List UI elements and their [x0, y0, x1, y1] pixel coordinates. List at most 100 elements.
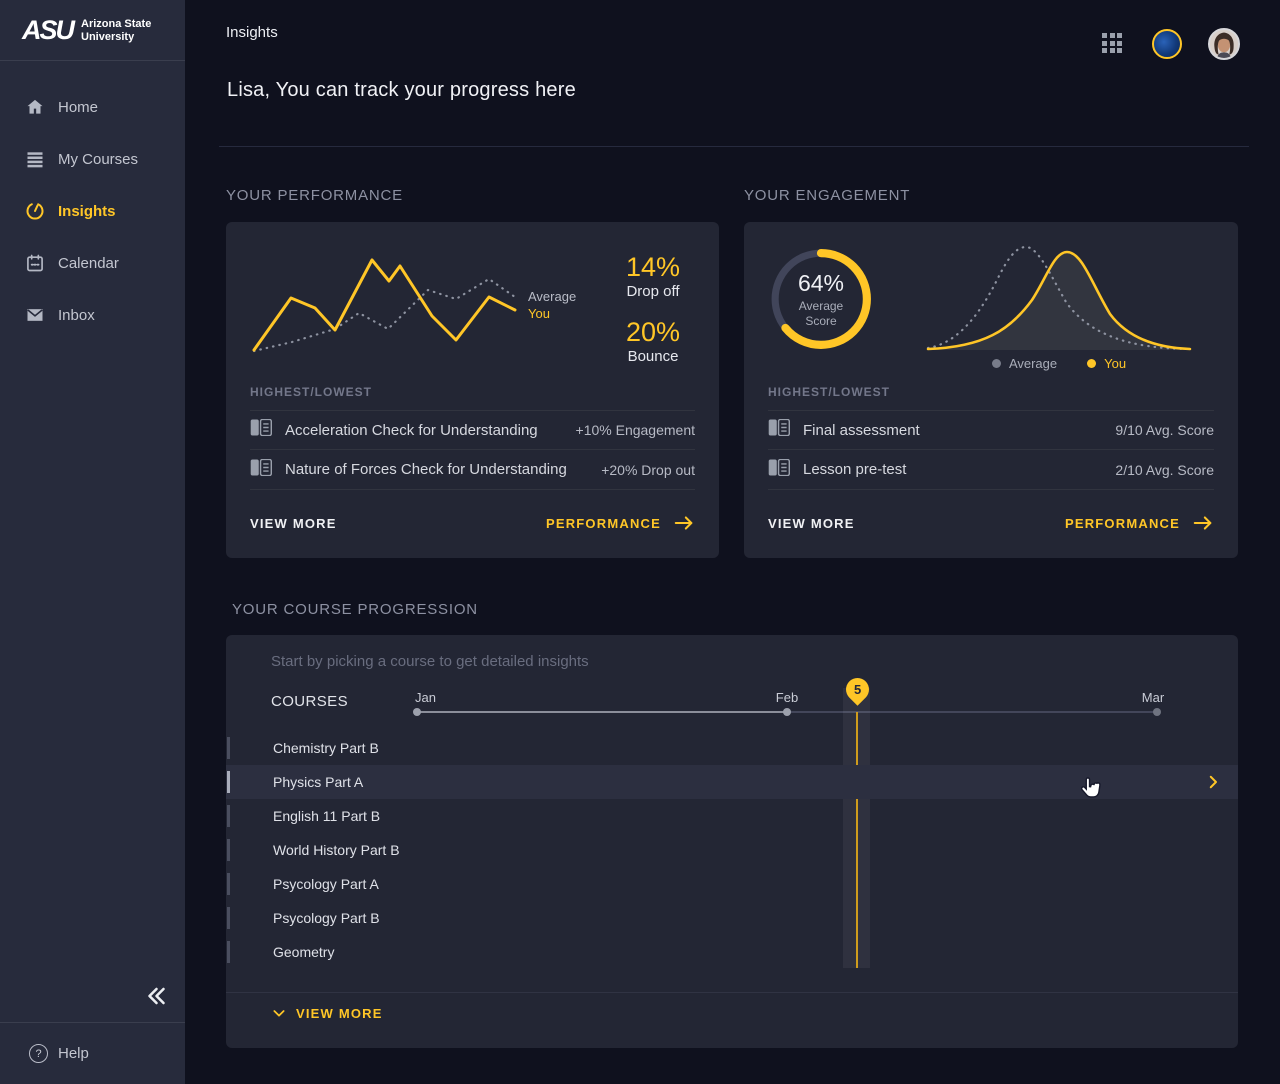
insights-gauge-icon [25, 201, 45, 221]
sidebar-item-calendar[interactable]: Calendar [0, 237, 185, 289]
highest-lowest-label: HIGHEST/LOWEST [250, 385, 372, 399]
course-row-geometry[interactable]: Geometry [226, 935, 1238, 969]
legend-you: You [1087, 356, 1126, 371]
sidebar-item-insights[interactable]: Insights [0, 185, 185, 237]
average-score-label: Average Score [798, 298, 844, 328]
arrow-right-icon [674, 516, 693, 530]
courses-column-label: COURSES [271, 693, 348, 710]
table-row[interactable]: Acceleration Check for Understanding +10… [250, 410, 695, 450]
table-row[interactable]: Final assessment 9/10 Avg. Score [768, 410, 1214, 450]
you-line-label: You [528, 306, 550, 321]
user-avatar[interactable] [1208, 28, 1240, 60]
engagement-section-title: YOUR ENGAGEMENT [744, 187, 911, 204]
curve-legend: Average You [922, 356, 1196, 371]
donut-chart [771, 249, 871, 349]
you-curve [926, 250, 1192, 351]
assessment-doc-icon [768, 418, 792, 441]
course-row-chemistry-part-b[interactable]: Chemistry Part B [226, 731, 1238, 765]
calendar-icon [25, 253, 45, 273]
assessment-metric: 2/10 Avg. Score [1115, 461, 1214, 478]
performance-stats: 14% Drop off 20% Bounce [607, 252, 699, 367]
course-list: Chemistry Part B Physics Part A English … [226, 731, 1238, 969]
sidebar-item-inbox[interactable]: Inbox [0, 289, 185, 341]
date-marker-line [856, 712, 858, 968]
timeline-dot-mar [1153, 708, 1161, 716]
row-tick [227, 941, 230, 963]
assessment-metric: +20% Drop out [601, 461, 695, 478]
timeline-dot-jan [413, 708, 421, 716]
legend-average: Average [991, 356, 1057, 371]
donut-center-text: 64% Average Score [768, 246, 874, 352]
home-icon [25, 97, 45, 117]
engagement-bell-curve-chart [926, 245, 1192, 351]
row-tick [227, 737, 230, 759]
row-tick [227, 805, 230, 827]
view-more-button[interactable]: VIEW MORE [768, 515, 855, 531]
asu-logo: ASU Arizona State University [0, 0, 185, 61]
sidebar-nav: Home My Courses Insights Calendar Inbox [0, 81, 185, 341]
highest-lowest-label: HIGHEST/LOWEST [768, 385, 890, 399]
average-score-donut: 64% Average Score [768, 246, 874, 352]
help-button[interactable]: ? Help [0, 1022, 185, 1084]
assessment-name: Nature of Forces Check for Understanding [285, 461, 567, 478]
row-tick [227, 771, 230, 793]
you-line [252, 258, 517, 352]
app-grid-icon[interactable] [1102, 33, 1124, 55]
page-title: Insights [226, 24, 278, 41]
help-icon: ? [29, 1044, 48, 1063]
timeline-month-jan: Jan [415, 690, 436, 705]
chevron-right-icon[interactable] [1204, 773, 1222, 796]
row-tick [227, 907, 230, 929]
bounce-label: Bounce [627, 348, 679, 365]
engagement-card-footer: VIEW MORE PERFORMANCE [768, 512, 1214, 534]
header-divider [219, 146, 1249, 147]
view-more-button[interactable]: VIEW MORE [250, 515, 337, 531]
sidebar: ASU Arizona State University Home My Cou… [0, 0, 185, 1084]
engagement-highlights-table: Final assessment 9/10 Avg. Score Lesson … [768, 410, 1214, 490]
progression-footer-divider [226, 992, 1238, 993]
performance-action-button[interactable]: PERFORMANCE [1065, 512, 1214, 534]
drop-off-value: 14% [625, 252, 681, 282]
greeting-text: Lisa, You can track your progress here [227, 79, 576, 101]
you-curve-fill [928, 252, 1190, 350]
course-row-english-11-part-b[interactable]: English 11 Part B [226, 799, 1238, 833]
performance-action-button[interactable]: PERFORMANCE [546, 512, 695, 534]
performance-card-footer: VIEW MORE PERFORMANCE [250, 512, 695, 534]
assessment-metric: +10% Engagement [575, 422, 695, 438]
course-row-psycology-part-b[interactable]: Psycology Part B [226, 901, 1238, 935]
timeline-dot-feb [783, 708, 791, 716]
donut-progress-arc [771, 249, 871, 349]
progression-hint: Start by picking a course to get detaile… [271, 653, 589, 670]
courses-icon [25, 149, 45, 169]
avatar-image [1210, 30, 1238, 58]
course-row-world-history-part-b[interactable]: World History Part B [226, 833, 1238, 867]
assessment-metric: 9/10 Avg. Score [1115, 422, 1214, 438]
timeline-month-feb: Feb [775, 690, 799, 705]
timeline-segment-jan-feb [417, 711, 787, 713]
assessment-name: Acceleration Check for Understanding [285, 421, 538, 439]
sidebar-item-home[interactable]: Home [0, 81, 185, 133]
double-chevron-left-icon [148, 987, 165, 1005]
sidebar-collapse-button[interactable] [144, 984, 168, 1008]
arrow-right-icon [1193, 516, 1212, 530]
assessment-doc-icon [768, 458, 792, 481]
drop-off-label: Drop off [626, 283, 680, 300]
sidebar-item-my-courses[interactable]: My Courses [0, 133, 185, 185]
assessment-doc-icon [250, 458, 274, 481]
chevron-down-icon [273, 1010, 285, 1017]
asu-logo-name: Arizona State University [81, 17, 152, 43]
table-row[interactable]: Lesson pre-test 2/10 Avg. Score [768, 450, 1214, 490]
course-row-psycology-part-a[interactable]: Psycology Part A [226, 867, 1238, 901]
org-avatar[interactable] [1152, 29, 1182, 59]
timeline-segment-feb-mar [787, 711, 1157, 713]
assessment-name: Lesson pre-test [803, 461, 907, 478]
main-content: Insights Lisa, You can track your progre… [185, 0, 1280, 1084]
you-dot-icon [1087, 359, 1097, 368]
timeline-month-mar: Mar [1141, 690, 1165, 705]
course-progression-card: Start by picking a course to get detaile… [226, 635, 1238, 1048]
progression-view-more-button[interactable]: VIEW MORE [271, 1005, 383, 1021]
table-row[interactable]: Nature of Forces Check for Understanding… [250, 450, 695, 490]
performance-card: Average You 14% Drop off 20% Bounce HIGH… [226, 222, 719, 558]
performance-line-chart [252, 258, 517, 353]
course-row-physics-part-a[interactable]: Physics Part A [226, 765, 1238, 799]
